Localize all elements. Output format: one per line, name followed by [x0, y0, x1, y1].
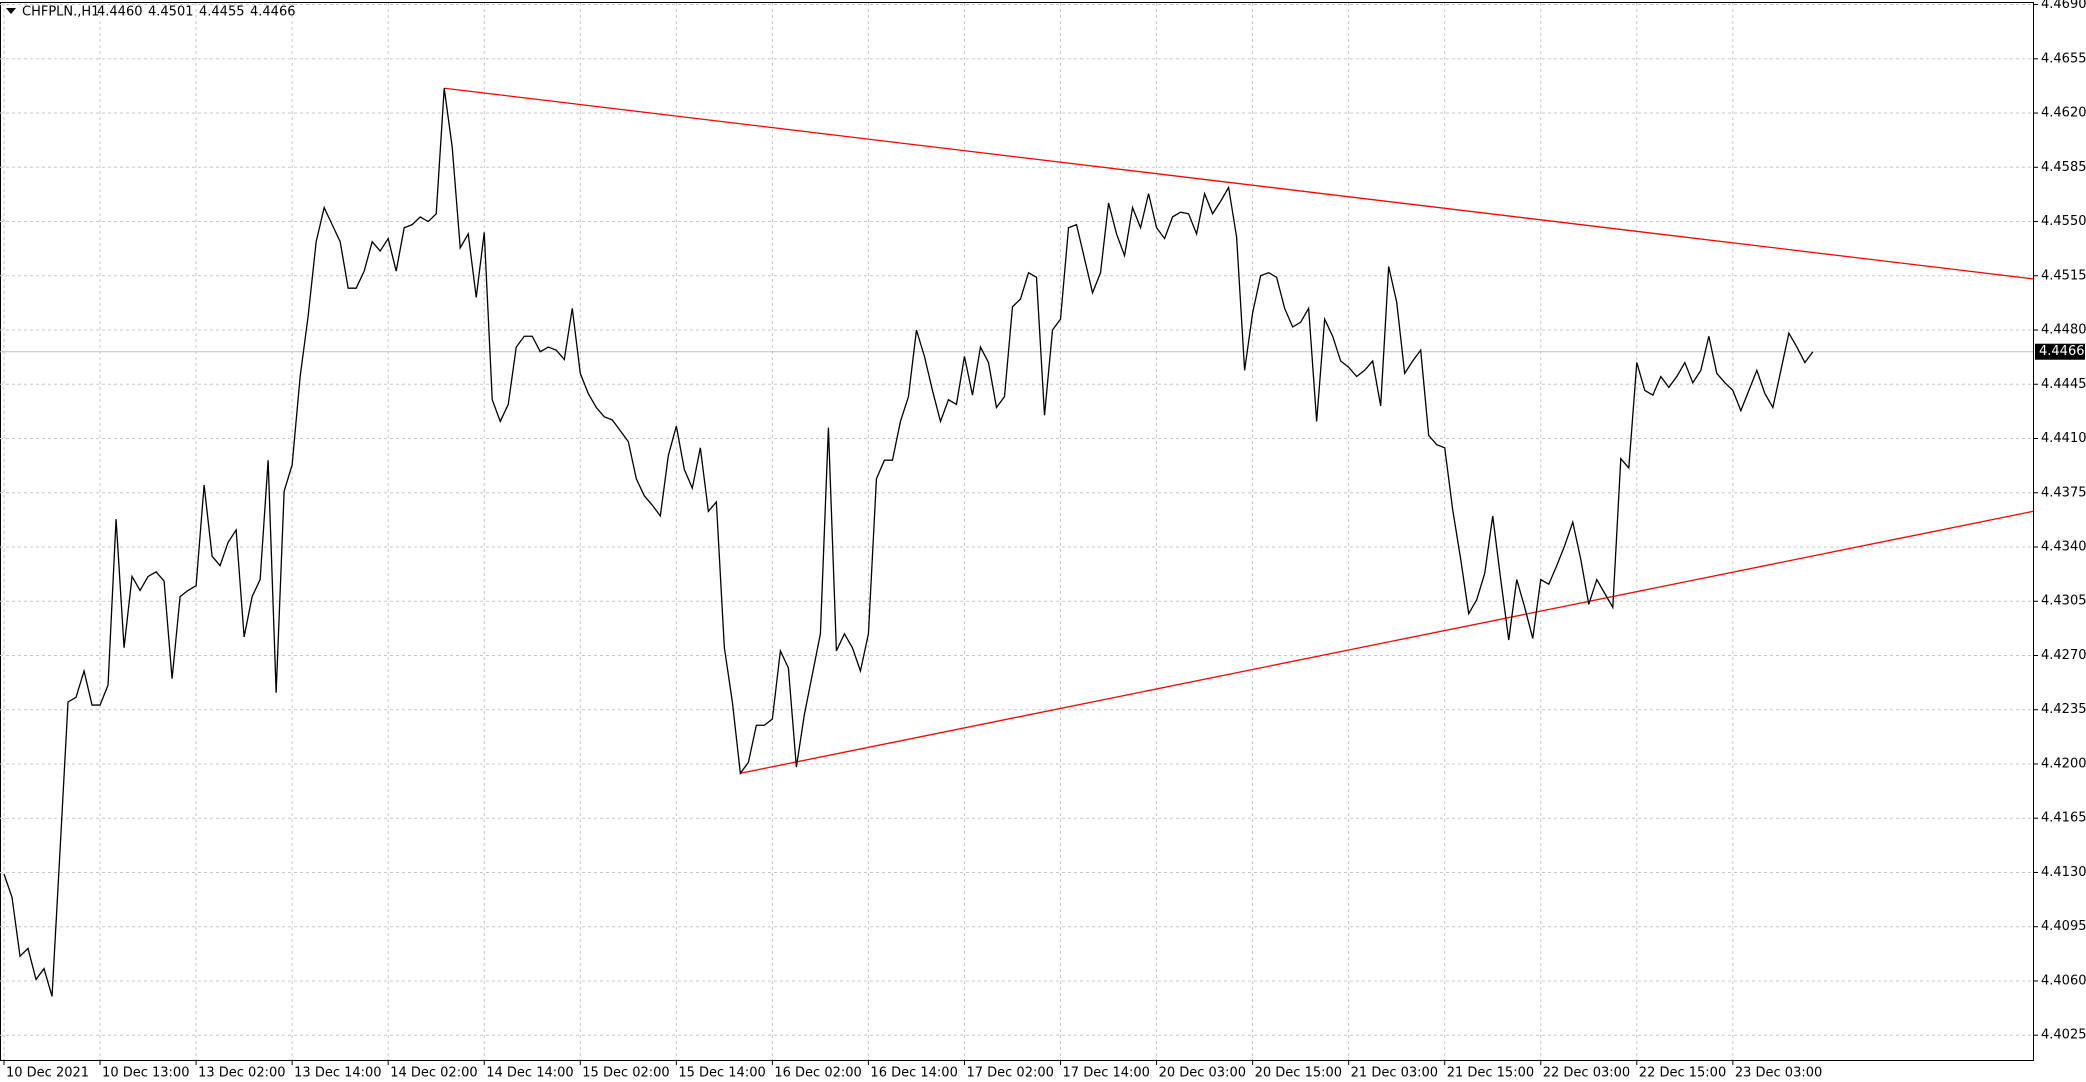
quote-high: 4.4501	[148, 5, 194, 20]
price-line	[3, 88, 1814, 997]
y-tick-label: 4.4200	[2041, 756, 2086, 771]
y-tick-label: 4.4550	[2041, 214, 2086, 229]
x-tick-label: 21 Dec 03:00	[1351, 1066, 1438, 1081]
y-tick-label: 4.4480	[2041, 323, 2086, 338]
y-tick-label: 4.4095	[2041, 919, 2086, 934]
plot-frame	[0, 2, 2034, 1061]
grid	[0, 3, 2033, 1060]
x-tick-label: 13 Dec 14:00	[294, 1066, 381, 1081]
current-price-tag	[2035, 343, 2085, 360]
quote-close: 4.4466	[250, 5, 296, 20]
x-tick-label: 22 Dec 15:00	[1639, 1066, 1726, 1081]
y-tick-label: 4.4025	[2041, 1028, 2086, 1043]
y-tick-label: 4.4445	[2041, 377, 2086, 392]
x-tick-label: 13 Dec 02:00	[198, 1066, 285, 1081]
x-tick-label: 10 Dec 13:00	[102, 1066, 189, 1081]
y-tick-label: 4.4340	[2041, 539, 2086, 554]
y-tick-label: 4.4585	[2041, 160, 2086, 175]
x-tick-label: 10 Dec 2021	[6, 1066, 89, 1081]
x-tick-label: 22 Dec 03:00	[1543, 1066, 1630, 1081]
x-tick-label: 16 Dec 14:00	[870, 1066, 957, 1081]
y-tick-label: 4.4515	[2041, 268, 2086, 283]
menu-triangle[interactable]	[6, 8, 16, 14]
current-price-label: 4.4466	[2039, 344, 2085, 359]
trend-line	[740, 510, 2034, 774]
y-tick-label: 4.4130	[2041, 865, 2086, 880]
x-tick-label: 14 Dec 14:00	[486, 1066, 573, 1081]
x-tick-label: 14 Dec 02:00	[390, 1066, 477, 1081]
y-tick-label: 4.4165	[2041, 811, 2086, 826]
x-tick-label: 20 Dec 03:00	[1159, 1066, 1246, 1081]
y-tick-label: 4.4235	[2041, 702, 2086, 717]
quote-open: 4.4460	[97, 5, 143, 20]
y-tick-label: 4.4620	[2041, 106, 2086, 121]
y-tick-label: 4.4305	[2041, 594, 2086, 609]
axes: 4.4690 4.4655 4.4620 4.4585 4.4550 4.4515 4.44…	[3, 0, 2086, 1081]
marks	[3, 87, 2034, 997]
x-tick-label: 20 Dec 15:00	[1255, 1066, 1342, 1081]
trend-line	[444, 87, 2034, 280]
x-tick-label: 17 Dec 14:00	[1063, 1066, 1150, 1081]
y-tick-label: 4.4270	[2041, 648, 2086, 663]
quote-low: 4.4455	[199, 5, 245, 20]
x-tick-label: 17 Dec 02:00	[966, 1066, 1053, 1081]
x-tick-label: 15 Dec 14:00	[678, 1066, 765, 1081]
x-tick-label: 21 Dec 15:00	[1447, 1066, 1534, 1081]
x-tick-label: 23 Dec 03:00	[1735, 1066, 1822, 1081]
y-tick-label: 4.4375	[2041, 485, 2086, 500]
x-tick-label: 15 Dec 02:00	[582, 1066, 669, 1081]
y-tick-label: 4.4410	[2041, 431, 2086, 446]
symbol-title: CHFPLN.,H1	[22, 5, 99, 20]
y-tick-label: 4.4655	[2041, 51, 2086, 66]
x-tick-label: 16 Dec 02:00	[774, 1066, 861, 1081]
y-tick-label: 4.4060	[2041, 973, 2086, 988]
y-tick-label: 4.4690	[2041, 0, 2086, 12]
